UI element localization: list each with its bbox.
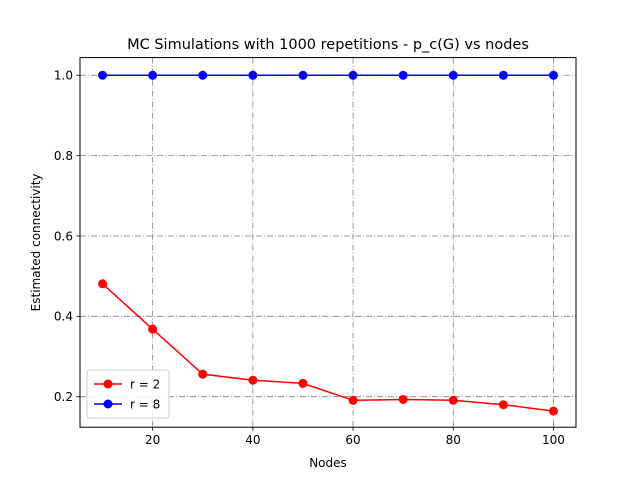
data-point	[448, 395, 458, 405]
data-point	[198, 70, 208, 80]
data-point	[198, 369, 208, 379]
series-group	[98, 70, 558, 416]
data-point	[248, 70, 258, 80]
data-point	[398, 394, 408, 404]
legend-swatch-marker	[103, 379, 113, 389]
legend: r = 2 r = 8	[86, 369, 170, 419]
data-point	[498, 400, 508, 410]
plot-frame	[79, 57, 577, 428]
series-line-1	[102, 283, 554, 412]
legend-label: r = 8	[130, 397, 160, 411]
data-point	[98, 70, 108, 80]
data-point	[298, 378, 308, 388]
x-axis-label: Nodes	[309, 456, 347, 470]
data-point	[148, 70, 158, 80]
data-point	[548, 406, 558, 416]
data-point	[98, 279, 108, 289]
data-point	[398, 70, 408, 80]
legend-label: r = 2	[130, 377, 160, 391]
data-point	[248, 375, 258, 385]
chart-title: MC Simulations with 1000 repetitions - p…	[127, 37, 529, 53]
x-tick-label: 80	[446, 433, 461, 447]
x-axis: 20 40 60 80 100	[145, 427, 565, 447]
data-point	[348, 395, 358, 405]
x-tick-label: 60	[345, 433, 360, 447]
y-tick-label: 0.2	[54, 390, 73, 404]
data-point	[148, 324, 158, 334]
y-tick-label: 0.8	[54, 149, 73, 163]
y-axis-label: Estimated connectivity	[29, 173, 43, 311]
x-tick-label: 20	[145, 433, 160, 447]
legend-swatch-marker	[103, 399, 113, 409]
data-point	[448, 70, 458, 80]
x-tick-label: 100	[542, 433, 565, 447]
x-tick-label: 40	[245, 433, 260, 447]
y-tick-label: 0.4	[54, 310, 73, 324]
data-point	[548, 70, 558, 80]
data-point	[498, 70, 508, 80]
data-point	[298, 70, 308, 80]
y-axis: 0.2 0.4 0.6 0.8 1.0	[54, 69, 80, 404]
y-tick-label: 0.6	[54, 229, 73, 243]
data-point	[348, 70, 358, 80]
y-tick-label: 1.0	[54, 69, 73, 83]
